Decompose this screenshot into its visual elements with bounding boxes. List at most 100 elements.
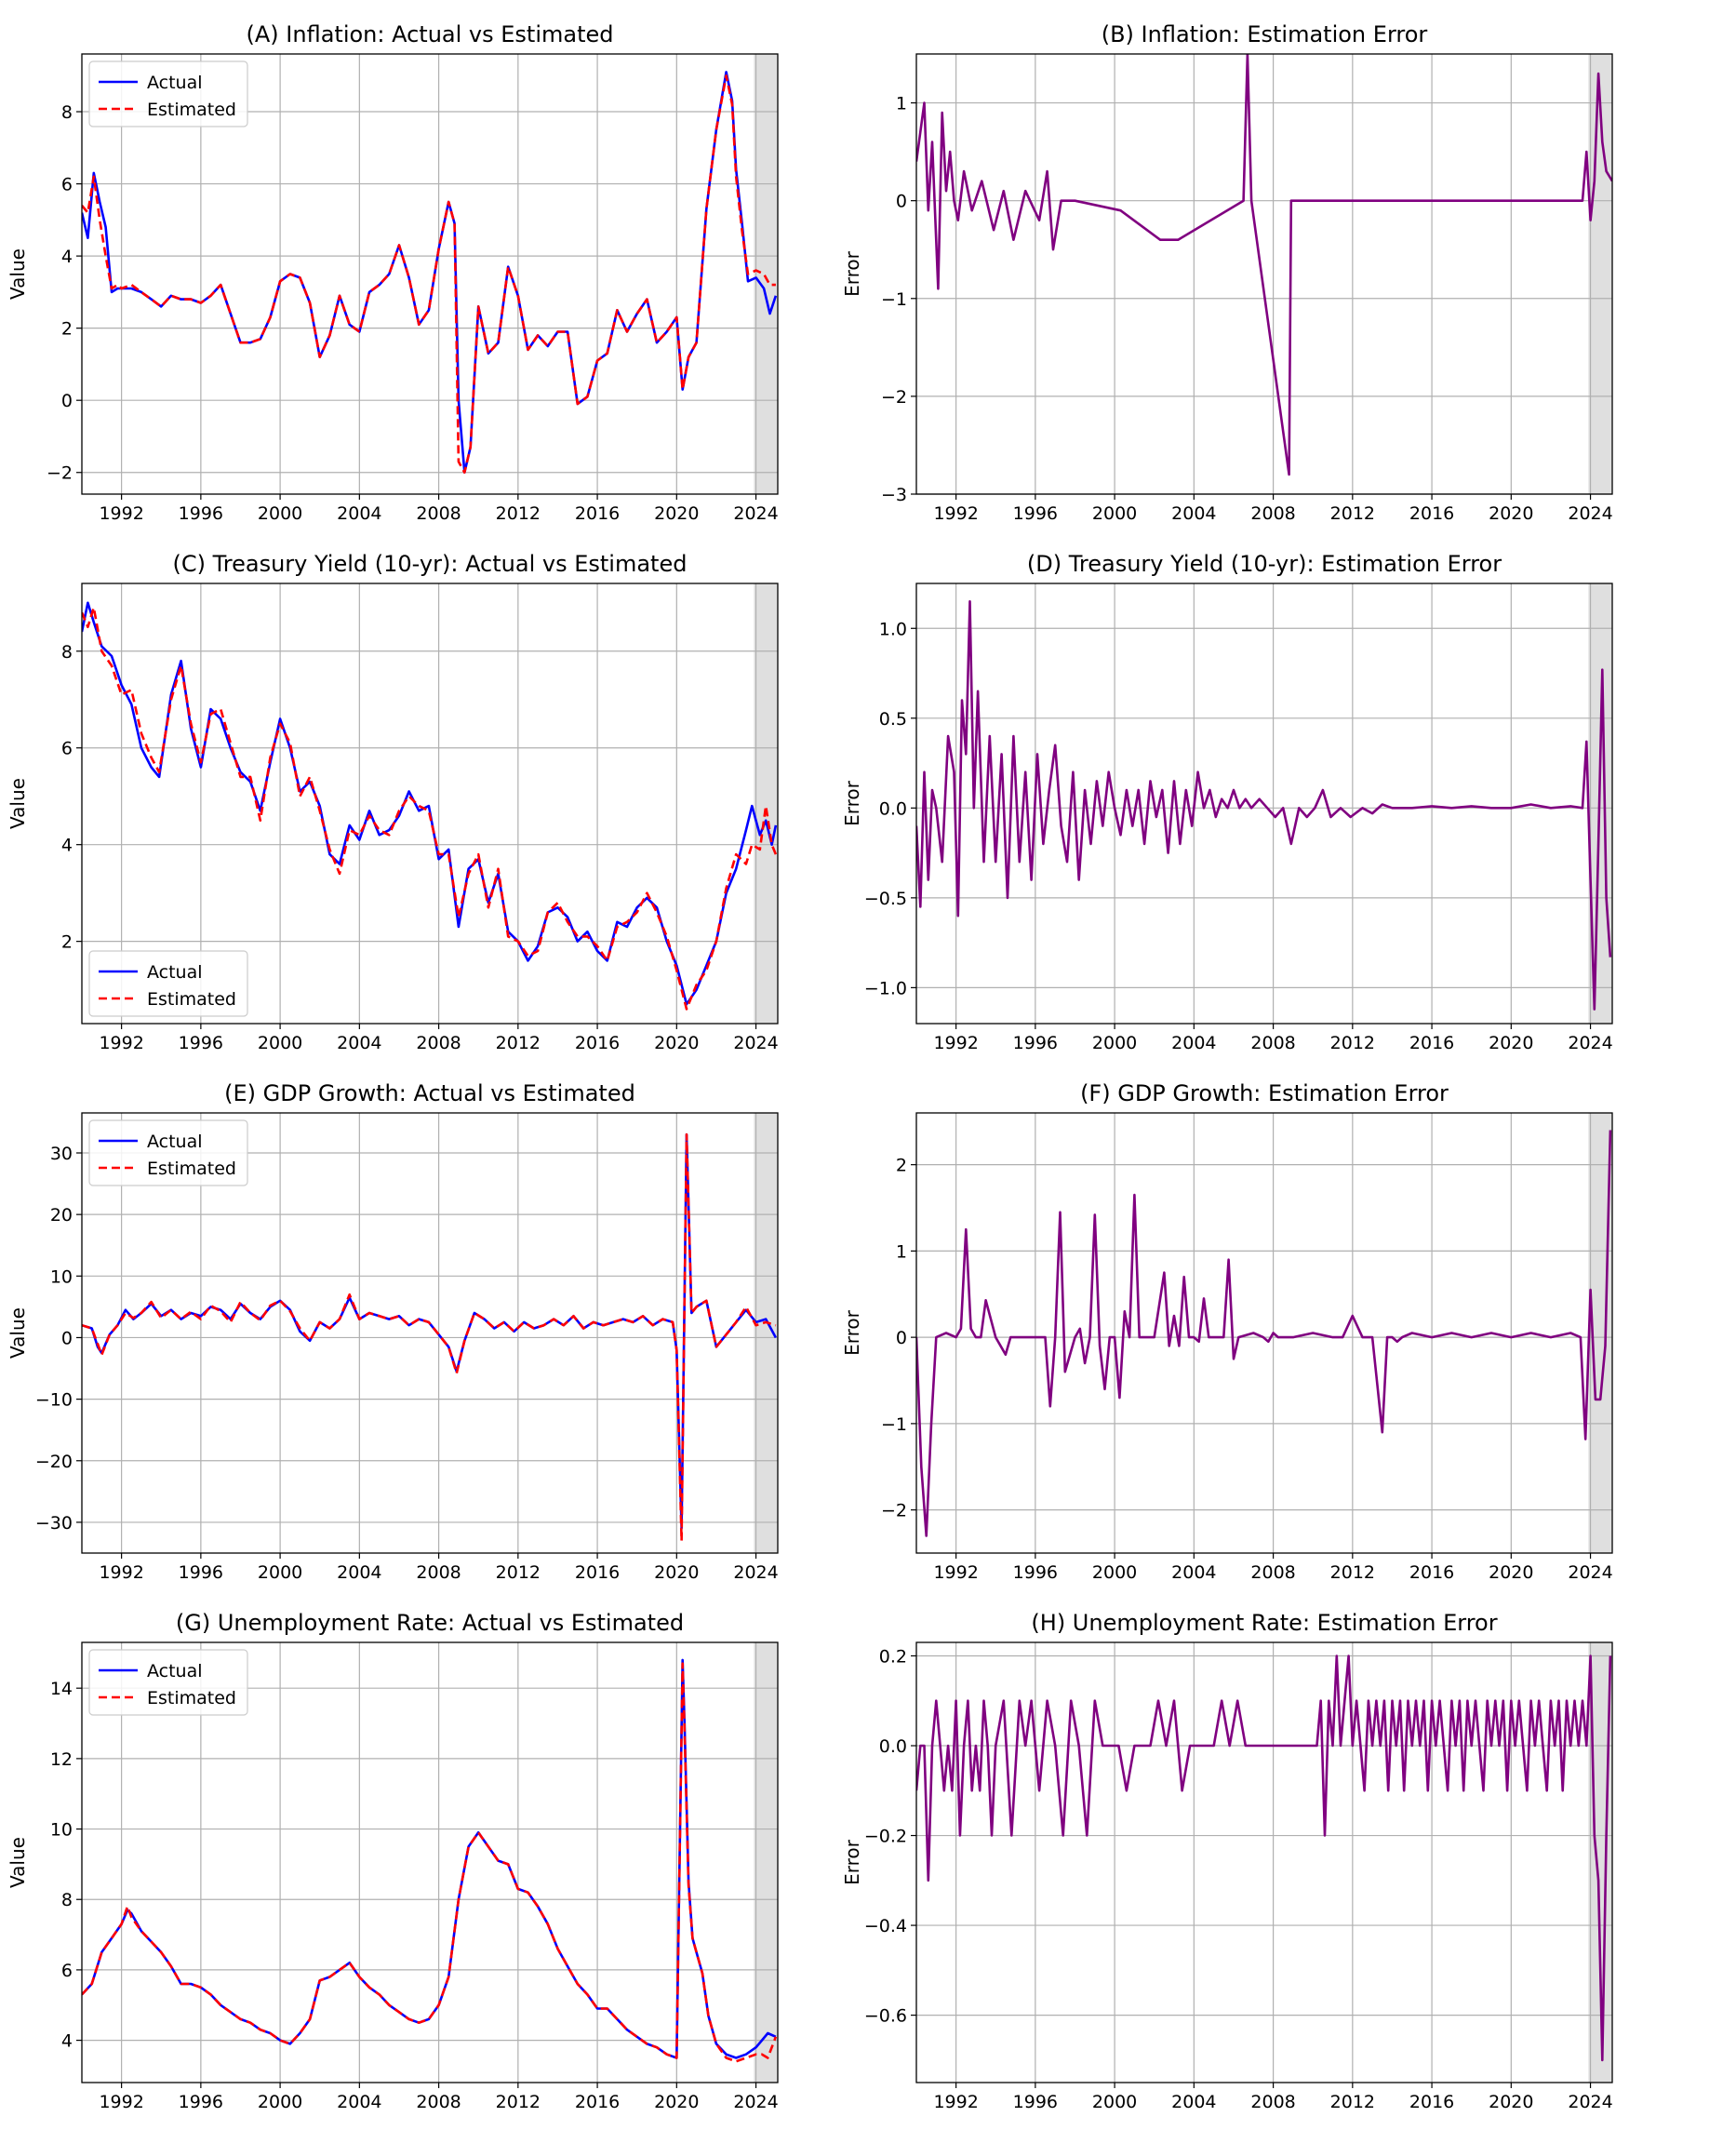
panel-E: 1992 1996 2000 2004 2008 2012 2016 2020 2024 −30 −… xyxy=(7,1080,779,1583)
y-tick-label: 0.0 xyxy=(879,798,907,819)
forecast-shade xyxy=(754,54,778,494)
y-tick-label: 8 xyxy=(61,102,73,123)
x-tick-label: 2024 xyxy=(1568,503,1612,524)
chart-title: (D) Treasury Yield (10-yr): Estimation E… xyxy=(1027,551,1502,577)
y-tick-label: 2 xyxy=(61,932,73,953)
y-tick-label: −0.6 xyxy=(864,2006,907,2027)
series-line-estimated xyxy=(82,74,776,475)
y-tick-label: −3 xyxy=(881,485,907,505)
x-tick-label: 1992 xyxy=(933,1033,978,1053)
x-tick-label: 2016 xyxy=(1409,1033,1454,1053)
x-tick-label: 1992 xyxy=(933,1562,978,1583)
y-tick-label: −2 xyxy=(881,387,907,408)
y-tick-label: 6 xyxy=(61,739,73,759)
series-group xyxy=(916,599,1612,1011)
y-tick-label: 6 xyxy=(61,1961,73,1981)
x-tick-label: 2016 xyxy=(1409,2092,1454,2112)
y-axis-label: Value xyxy=(7,1837,29,1888)
x-tick-label: 1992 xyxy=(99,1033,143,1053)
x-tick-label: 2024 xyxy=(733,2092,778,2112)
x-tick-label: 2008 xyxy=(416,1033,461,1053)
series-line-error xyxy=(916,54,1612,476)
axes-frame xyxy=(81,1112,779,1554)
y-tick-label: −2 xyxy=(881,1501,907,1521)
x-tick-label: 2020 xyxy=(1489,2092,1533,2112)
y-axis-label: Error xyxy=(841,250,863,297)
series-line-estimated xyxy=(82,606,778,1011)
y-tick-label: −1.0 xyxy=(864,978,907,998)
x-tick-label: 2004 xyxy=(1171,1033,1216,1053)
series-group xyxy=(82,1132,778,1543)
y-tick-label: 0.5 xyxy=(879,709,907,730)
chart-title: (F) GDP Growth: Estimation Error xyxy=(1080,1080,1449,1106)
x-tick-label: 1996 xyxy=(1013,503,1058,524)
y-tick-label: 1 xyxy=(896,1241,907,1262)
x-tick-label: 2004 xyxy=(1171,1562,1216,1583)
x-tick-label: 2004 xyxy=(1171,2092,1216,2112)
y-tick-label: 12 xyxy=(50,1749,73,1770)
x-tick-label: 1992 xyxy=(99,1562,143,1583)
x-tick-label: 2024 xyxy=(733,503,778,524)
x-tick-label: 2008 xyxy=(416,1562,461,1583)
x-tick-label: 1996 xyxy=(179,1033,223,1053)
legend-box xyxy=(88,950,248,1017)
x-tick-label: 2016 xyxy=(575,1033,620,1053)
y-tick-label: 0 xyxy=(61,391,73,411)
y-tick-label: 1 xyxy=(896,94,907,114)
axes-frame xyxy=(81,583,779,1025)
x-tick-label: 2016 xyxy=(575,2092,620,2112)
forecast-shade xyxy=(754,583,778,1024)
x-tick-label: 2000 xyxy=(258,2092,302,2112)
y-tick-label: 2 xyxy=(61,319,73,340)
legend-box xyxy=(88,1649,248,1716)
series-group xyxy=(82,71,778,475)
x-tick-label: 2012 xyxy=(496,1033,541,1053)
y-tick-label: 6 xyxy=(61,175,73,195)
legend-box xyxy=(88,60,248,127)
x-tick-label: 2004 xyxy=(1171,503,1216,524)
x-tick-label: 2020 xyxy=(654,1562,699,1583)
x-tick-label: 2016 xyxy=(575,1562,620,1583)
panel-F: 1992 1996 2000 2004 2008 2012 2016 2020 2024 −2 −1… xyxy=(841,1080,1613,1583)
y-tick-label: −10 xyxy=(35,1390,73,1411)
series-line-error xyxy=(916,1130,1612,1537)
legend-label-estimated: Estimated xyxy=(147,1688,236,1708)
panel-G: 1992 1996 2000 2004 2008 2012 2016 2020 2024 4 6 8 1… xyxy=(7,1610,779,2112)
chart-title: (B) Inflation: Estimation Error xyxy=(1102,21,1428,47)
y-tick-label: 8 xyxy=(61,642,73,663)
x-tick-label: 2024 xyxy=(1568,1033,1612,1053)
x-tick-label: 2008 xyxy=(1250,2092,1295,2112)
y-tick-label: −0.4 xyxy=(864,1916,907,1936)
x-tick-label: 2000 xyxy=(1092,503,1137,524)
series-group xyxy=(82,1658,778,2063)
x-tick-label: 2008 xyxy=(1250,1562,1295,1583)
y-tick-label: −20 xyxy=(35,1452,73,1472)
x-tick-label: 2024 xyxy=(1568,2092,1612,2112)
y-axis-label: Error xyxy=(841,780,863,826)
x-tick-label: 2008 xyxy=(1250,503,1295,524)
x-tick-label: 2024 xyxy=(733,1033,778,1053)
series-group xyxy=(916,1654,1612,2062)
x-tick-label: 2000 xyxy=(258,1033,302,1053)
x-tick-label: 1992 xyxy=(933,2092,978,2112)
y-tick-label: −0.5 xyxy=(864,889,907,909)
legend-label-estimated: Estimated xyxy=(147,1159,236,1179)
series-group xyxy=(82,601,778,1011)
x-tick-label: 1996 xyxy=(1013,1033,1058,1053)
x-tick-label: 2020 xyxy=(1489,1033,1533,1053)
x-tick-label: 1996 xyxy=(179,1562,223,1583)
y-tick-label: 14 xyxy=(50,1679,73,1699)
y-tick-label: 10 xyxy=(50,1266,73,1287)
y-tick-label: 8 xyxy=(61,1890,73,1910)
x-tick-label: 2020 xyxy=(1489,503,1533,524)
y-tick-label: 4 xyxy=(61,836,73,856)
x-tick-label: 1996 xyxy=(1013,2092,1058,2112)
y-tick-label: 0 xyxy=(61,1328,73,1348)
x-tick-label: 1996 xyxy=(179,503,223,524)
x-tick-label: 2020 xyxy=(654,503,699,524)
chart-title: (G) Unemployment Rate: Actual vs Estimat… xyxy=(176,1610,684,1636)
y-tick-label: 20 xyxy=(50,1205,73,1226)
x-tick-label: 2004 xyxy=(337,1562,381,1583)
axes-frame xyxy=(915,1112,1613,1554)
